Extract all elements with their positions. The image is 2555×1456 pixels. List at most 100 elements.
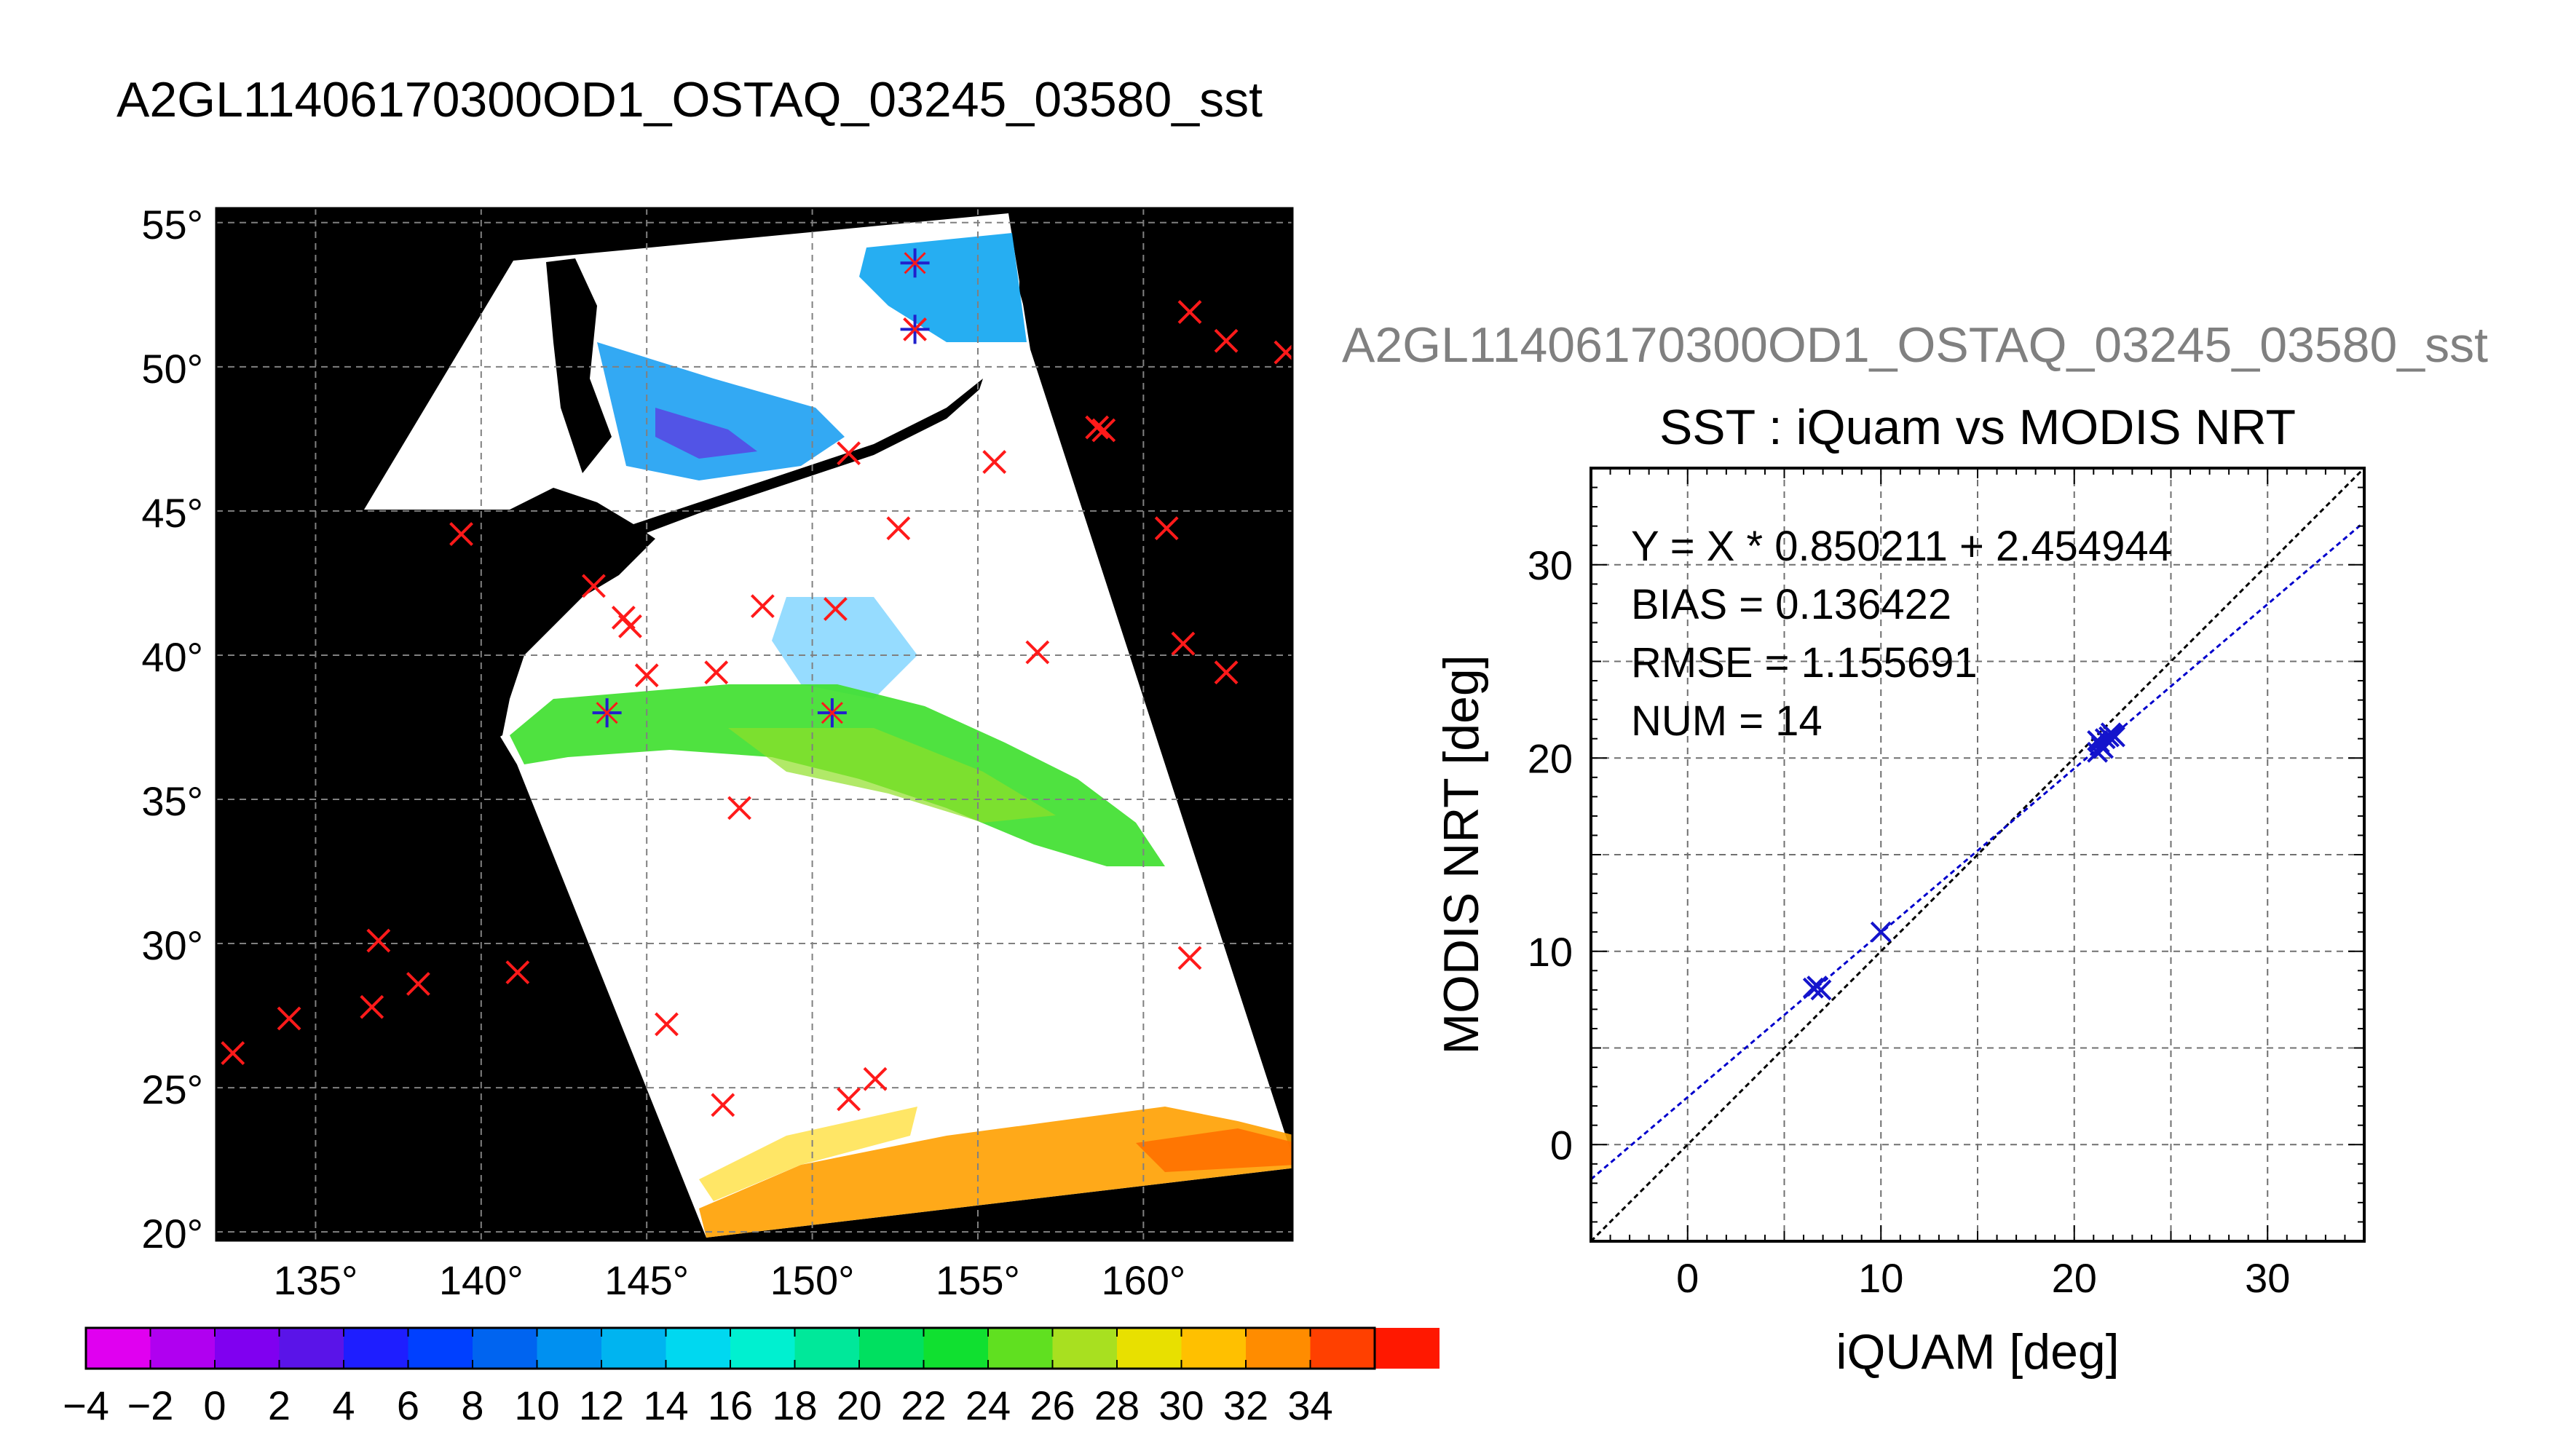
insitu-x-marker [837,1087,861,1112]
colorbar-cell [730,1328,795,1369]
identity-line [1591,468,2364,1241]
sst-okhotsk-blue [859,233,1027,342]
colorbar-tick-label: 24 [965,1382,1011,1428]
sst-south-deep-orange [1136,1128,1292,1172]
scatter-point [2087,729,2109,751]
y-tick-label: 30 [1528,542,1573,588]
colorbar-cell [86,1328,151,1369]
scatter-header: A2GL11406170300OD1_OSTAQ_03245_03580_sst [1342,317,2488,373]
colorbar-tick-label: 20 [837,1382,882,1428]
lon-tick-label: 145° [604,1257,689,1303]
y-tick-label: 20 [1528,735,1573,781]
colorbar-cell [923,1328,989,1369]
colorbar-cell [1052,1328,1118,1369]
colorbar-tick-label: 12 [579,1382,624,1428]
map-frame [215,207,1294,1242]
insitu-x-marker [1177,946,1202,970]
x-tick-labels: 0 10 20 30 [1676,1255,2290,1301]
insitu-x-marker [360,994,384,1019]
insitu-x-marker [655,1012,679,1037]
lat-tick-label: 25° [141,1067,203,1112]
colorbar-cell [1375,1328,1440,1369]
colorbar-cell [150,1328,216,1369]
map-gridlines [216,208,1292,1241]
insitu-x-marker [618,614,642,638]
colorbar-tick-labels: −4 −2 0 2 4 6 8 10 12 14 16 18 20 22 24 26 28 30 32 34 [63,1382,1333,1428]
colorbar-tick-label: 0 [203,1382,226,1428]
insitu-x-marker [406,972,430,996]
colorbar-tick-label: −2 [127,1382,174,1428]
colorbar-cell [1246,1328,1311,1369]
insitu-x-marker [750,594,775,619]
insitu-x-marker [982,450,1007,474]
insitu-x-marker [366,928,391,953]
insitu-x-marker [704,660,729,685]
latitude-tick-labels: 55° 50° 45° 40° 35° 30° 25° 20° [141,202,203,1257]
colorbar-cell [1117,1328,1182,1369]
matchup-asterisk-marker [900,314,930,344]
lon-tick-label: 135° [274,1257,358,1303]
lon-tick-label: 155° [936,1257,1020,1303]
insitu-x-marker [1273,340,1292,365]
scatter-title: SST : iQuam vs MODIS NRT [1659,400,2296,455]
insitu-x-marker [1085,415,1110,440]
colorbar-tick-label: 18 [772,1382,817,1428]
insitu-x-marker [1091,418,1116,443]
sst-east-honshu-cyan [772,597,917,699]
colorbar-tick-label: 30 [1158,1382,1204,1428]
colorbar-cell [601,1328,666,1369]
colorbar-cell [666,1328,731,1369]
insitu-x-marker [277,1006,301,1031]
land-hokkaido-honshu [364,488,655,757]
insitu-x-marker [449,522,473,546]
y-tick-labels: 0 10 20 30 [1528,542,1573,1168]
matchup-asterisk-marker [900,248,930,278]
x-tick-label: 20 [2052,1255,2097,1301]
insitu-x-marker [1214,660,1239,685]
axis-minor-ticks [1590,467,2365,1242]
colorbar-frame [84,1326,1376,1370]
matchup-asterisk-marker [592,698,622,728]
insitu-markers [221,248,1292,1117]
stat-line: RMSE = 1.155691 [1631,639,1978,687]
y-tick-label: 10 [1528,929,1573,975]
lon-tick-label: 140° [439,1257,524,1303]
longitude-tick-labels: 135° 140° 145° 150° 155° 160° [274,1257,1186,1303]
insitu-x-marker [634,663,659,688]
y-axis-label: MODIS NRT [deg] [1434,654,1489,1054]
colorbar-cell [859,1328,924,1369]
colorbar-cell [794,1328,860,1369]
map-content [216,208,1292,1241]
colorbar-tick-label: −4 [63,1382,109,1428]
insitu-x-marker [1154,516,1179,541]
lon-tick-label: 150° [770,1257,855,1303]
insitu-x-marker [221,1041,245,1065]
reference-lines [1591,468,2364,1241]
x-tick-label: 30 [2245,1255,2290,1301]
insitu-x-marker [1171,631,1196,656]
scatter-point [1810,979,1832,1001]
sst-south-yellow [699,1107,917,1201]
sst-south-orange [699,1107,1292,1238]
colorbar-cells [85,1328,1440,1369]
figure-title: A2GL11406170300OD1_OSTAQ_03245_03580_sst [117,72,1263,127]
stat-line: BIAS = 0.136422 [1631,581,1951,628]
colorbar-tick-label: 34 [1287,1382,1332,1428]
insitu-x-marker [1177,300,1202,325]
colorbar-tick-label: 10 [514,1382,559,1428]
colorbar-tick-label: 2 [268,1382,291,1428]
colorbar-cell [279,1328,344,1369]
lat-tick-label: 55° [141,202,203,248]
colorbar-tick-label: 16 [708,1382,753,1428]
colorbar: −4 −2 0 2 4 6 8 10 12 14 16 18 20 22 24 26 28 30 32 34 [63,1326,1440,1428]
sst-kuril-cyan [597,342,845,480]
stat-line: Y = X * 0.850211 + 2.454944 [1631,523,2172,570]
lat-tick-label: 40° [141,634,203,680]
matchup-asterisk-marker [817,698,847,728]
land-kamchatka [1019,208,1292,342]
colorbar-tick-label: 8 [461,1382,483,1428]
colorbar-cell [988,1328,1053,1369]
colorbar-cell [344,1328,408,1369]
colorbar-tick-label: 22 [901,1382,946,1428]
